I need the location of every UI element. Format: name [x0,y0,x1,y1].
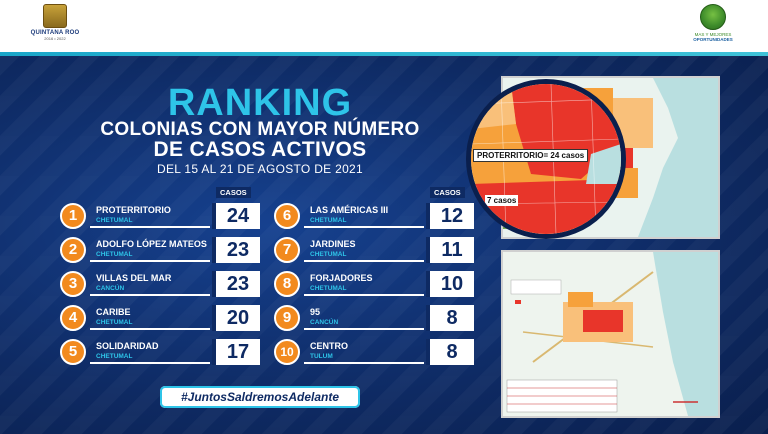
subtitle-line1: COLONIAS CON MAYOR NÚMERO [100,119,420,140]
state-crest-icon [43,4,67,28]
city-name: CHETUMAL [310,217,347,224]
rank-badge: 1 [60,203,86,229]
rank-badge: 10 [274,339,300,365]
colony-name: 95 [310,307,321,317]
ranking-row: 4 CARIBE CHETUMAL 20 [60,304,260,332]
row-divider [304,294,424,296]
case-count: 8 [426,305,474,331]
city-name: CHETUMAL [96,217,133,224]
row-divider [304,226,424,228]
case-count: 24 [212,203,260,229]
row-divider [90,260,210,262]
map-magnifier: PROTERRITORIO= 24 casos 7 casos [466,79,626,239]
tulum-map-graphic [503,252,718,416]
city-name: CHETUMAL [310,251,347,258]
ranking-row: 10 CENTRO TULUM 8 [274,338,474,366]
row-divider [304,260,424,262]
city-name: CHETUMAL [96,353,133,360]
ranking-row: 2 ADOLFO LÓPEZ MATEOS CHETUMAL 23 [60,236,260,264]
colony-name: PROTERRITORIO [96,205,171,215]
case-count: 8 [426,339,474,365]
header-stripe [0,52,768,56]
ranking-row: 7 JARDINES CHETUMAL 11 [274,236,474,264]
city-name: TULUM [310,353,333,360]
ranking-row: 1 PROTERRITORIO CHETUMAL 24 [60,202,260,230]
rank-badge: 2 [60,237,86,263]
row-divider [90,294,210,296]
case-count: 10 [426,271,474,297]
rank-badge: 4 [60,305,86,331]
row-divider [90,362,210,364]
colony-name: CARIBE [96,307,131,317]
city-name: CANCÚN [96,285,125,292]
map-callout-cases: 7 casos [485,195,519,206]
colony-name: SOLIDARIDAD [96,341,159,351]
city-name: CHETUMAL [310,285,347,292]
ranking-row: 5 SOLIDARIDAD CHETUMAL 17 [60,338,260,366]
map-callout-proterritorio: PROTERRITORIO= 24 casos [473,149,589,162]
ranking-row: 9 95 CANCÚN 8 [274,304,474,332]
oportunidades-logo: MAS Y MEJORES OPORTUNIDADES [678,4,748,48]
logo-years: 2016 • 2022 [44,36,66,41]
ranking-column-right: 6 LAS AMÉRICAS III CHETUMAL 12 7 JARDINE… [274,202,474,372]
case-count: 12 [426,203,474,229]
rank-badge: 5 [60,339,86,365]
rank-badge: 9 [274,305,300,331]
date-range: DEL 15 AL 21 DE AGOSTO DE 2021 [157,162,363,176]
casos-header-left: CASOS [216,187,251,198]
case-count: 23 [212,237,260,263]
ranking-row: 3 VILLAS DEL MAR CANCÚN 23 [60,270,260,298]
colony-name: ADOLFO LÓPEZ MATEOS [96,239,207,249]
ranking-row: 8 FORJADORES CHETUMAL 10 [274,270,474,298]
city-name: CHETUMAL [96,319,133,326]
ranking-row: 6 LAS AMÉRICAS III CHETUMAL 12 [274,202,474,230]
rank-badge: 7 [274,237,300,263]
logo-slogan-line1: MAS Y MEJORES [694,32,732,37]
casos-header-right: CASOS [430,187,465,198]
rank-badge: 3 [60,271,86,297]
row-divider [304,362,424,364]
hashtag-banner: #JuntosSaldremosAdelante [160,386,360,408]
row-divider [90,226,210,228]
header-bar: QUINTANA ROO 2016 • 2022 MAS Y MEJORES O… [0,0,768,56]
colony-name: CENTRO [310,341,348,351]
colony-name: LAS AMÉRICAS III [310,205,389,215]
case-count: 17 [212,339,260,365]
ranking-title: RANKING [167,82,353,124]
colony-name: FORJADORES [310,273,373,283]
logo-slogan-line2: OPORTUNIDADES [693,37,733,42]
tulum-map [501,250,720,418]
subtitle-line2: DE CASOS ACTIVOS [153,138,367,161]
colony-name: VILLAS DEL MAR [96,273,172,283]
rank-badge: 6 [274,203,300,229]
colony-name: JARDINES [310,239,356,249]
tree-icon [700,4,726,30]
row-divider [304,328,424,330]
logo-state-name: QUINTANA ROO [30,30,80,36]
case-count: 20 [212,305,260,331]
city-name: CHETUMAL [96,251,133,258]
row-divider [90,328,210,330]
ranking-column-left: 1 PROTERRITORIO CHETUMAL 24 2 ADOLFO LÓP… [60,202,260,372]
case-count: 11 [426,237,474,263]
rank-badge: 8 [274,271,300,297]
case-count: 23 [212,271,260,297]
quintana-roo-logo: QUINTANA ROO 2016 • 2022 [26,4,84,48]
city-name: CANCÚN [310,319,339,326]
